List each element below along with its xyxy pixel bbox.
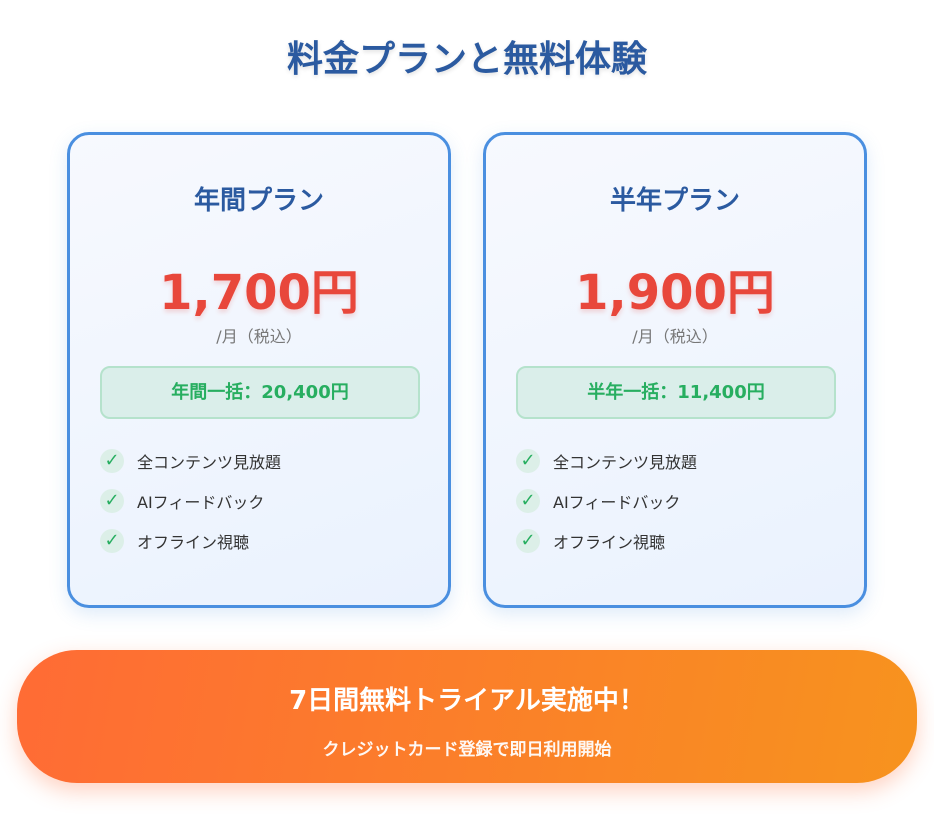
free-trial-banner[interactable]: 7日間無料トライアル実施中！ クレジットカード登録で即日利用開始	[17, 650, 917, 783]
check-icon: ✓	[516, 529, 540, 553]
page-title: 料金プランと無料体験	[286, 39, 647, 80]
check-icon: ✓	[516, 449, 540, 473]
plan-card-annual[interactable]: 年間プラン 1,700円 /月（税込） 年間一括：20,400円 ✓ 全コンテンツ…	[67, 132, 451, 608]
feature-item: ✓ AIフィードバック	[100, 489, 264, 513]
price-unit: /月（税込）	[216, 327, 302, 346]
feature-item: ✓ 全コンテンツ見放題	[516, 449, 697, 473]
feature-label: オフライン視聴	[137, 533, 250, 552]
plan-price: 1,900円	[575, 265, 775, 321]
plan-card-half-year[interactable]: 半年プラン 1,900円 /月（税込） 半年一括：11,400円 ✓ 全コンテンツ…	[483, 132, 867, 608]
banner-subtitle: クレジットカード登録で即日利用開始	[322, 740, 612, 760]
total-price-badge: 年間一括：20,400円	[100, 366, 420, 419]
total-price-badge: 半年一括：11,400円	[516, 366, 836, 419]
check-icon: ✓	[100, 449, 124, 473]
feature-label: オフライン視聴	[553, 533, 666, 552]
feature-item: ✓ AIフィードバック	[516, 489, 680, 513]
plan-name: 半年プラン	[609, 186, 740, 216]
banner-title: 7日間無料トライアル実施中！	[289, 686, 645, 716]
feature-label: 全コンテンツ見放題	[137, 453, 282, 472]
check-icon: ✓	[516, 489, 540, 513]
check-icon: ✓	[100, 529, 124, 553]
feature-label: AIフィードバック	[553, 493, 681, 512]
feature-item: ✓ 全コンテンツ見放題	[100, 449, 281, 473]
feature-label: 全コンテンツ見放題	[553, 453, 698, 472]
feature-label: AIフィードバック	[137, 493, 265, 512]
feature-item: ✓ オフライン視聴	[516, 529, 665, 553]
plan-name: 年間プラン	[193, 186, 324, 216]
plan-price: 1,700円	[159, 265, 359, 321]
feature-item: ✓ オフライン視聴	[100, 529, 249, 553]
price-unit: /月（税込）	[632, 327, 718, 346]
check-icon: ✓	[100, 489, 124, 513]
